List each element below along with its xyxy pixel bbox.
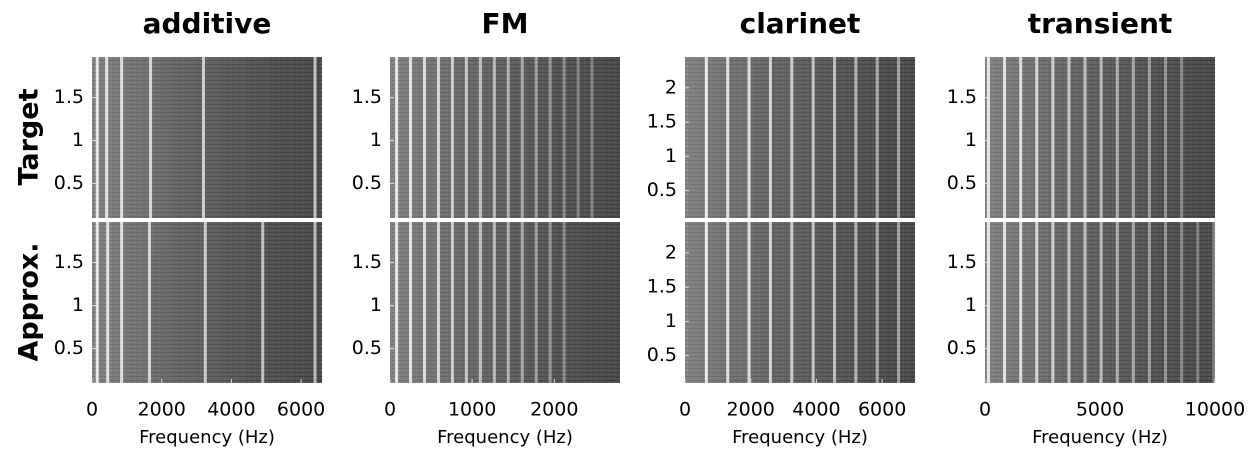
y-tick-label: 1	[72, 129, 84, 151]
y-tick-label: 1.5	[647, 276, 677, 298]
x-tick-label: 0	[679, 399, 691, 421]
y-tick-label: 1.5	[352, 86, 382, 108]
y-tick-label: 0.5	[647, 344, 677, 366]
y-tick-label: 1.5	[647, 111, 677, 133]
y-tick-label: 1.5	[54, 86, 84, 108]
x-tick-label: 4000	[207, 399, 255, 421]
y-tick-label: 1	[370, 129, 382, 151]
chart-title: transient	[1028, 7, 1173, 40]
y-tick-label: 0.5	[947, 337, 977, 359]
chart-title: FM	[482, 7, 529, 40]
spectrogram-shade	[390, 57, 620, 218]
y-tick-label: 2	[665, 76, 677, 98]
y-tick-label: 1.5	[352, 251, 382, 273]
x-tick-label: 0	[86, 399, 98, 421]
y-tick-label: 0.5	[352, 172, 382, 194]
spectrogram-shade	[390, 222, 620, 383]
row-label: Target	[14, 88, 45, 185]
y-tick-label: 1	[965, 129, 977, 151]
x-axis-label: Frequency (Hz)	[437, 427, 573, 448]
chart-title: clarinet	[740, 7, 861, 40]
row-label: Approx.	[14, 242, 45, 361]
x-axis-label: Frequency (Hz)	[139, 427, 275, 448]
x-tick-label: 0	[979, 399, 991, 421]
y-tick-label: 1	[965, 294, 977, 316]
y-tick-label: 0.5	[352, 337, 382, 359]
spectrogram-shade	[92, 57, 322, 218]
x-tick-label: 1000	[448, 399, 496, 421]
x-tick-label: 4000	[792, 399, 840, 421]
x-tick-label: 6000	[858, 399, 906, 421]
y-tick-label: 2	[665, 241, 677, 263]
x-tick-label: 0	[384, 399, 396, 421]
y-tick-label: 0.5	[54, 172, 84, 194]
x-tick-label: 2000	[727, 399, 775, 421]
x-tick-label: 10000	[1185, 399, 1245, 421]
chart-title: additive	[143, 7, 272, 40]
y-tick-label: 1.5	[54, 251, 84, 273]
y-tick-label: 0.5	[54, 337, 84, 359]
y-tick-label: 0.5	[947, 172, 977, 194]
x-tick-label: 2000	[530, 399, 578, 421]
y-tick-label: 1	[665, 310, 677, 332]
spectrogram-shade	[92, 222, 322, 383]
y-tick-label: 0.5	[647, 179, 677, 201]
y-tick-label: 1	[72, 294, 84, 316]
x-axis-label: Frequency (Hz)	[1032, 427, 1168, 448]
y-tick-label: 1	[665, 145, 677, 167]
x-tick-label: 6000	[277, 399, 325, 421]
y-tick-label: 1	[370, 294, 382, 316]
x-tick-label: 2000	[138, 399, 186, 421]
y-tick-label: 1.5	[947, 86, 977, 108]
x-axis-label: Frequency (Hz)	[732, 427, 868, 448]
spectrogram-shade	[685, 222, 915, 383]
y-tick-label: 1.5	[947, 251, 977, 273]
x-tick-label: 5000	[1076, 399, 1124, 421]
spectrogram-shade	[685, 57, 915, 218]
